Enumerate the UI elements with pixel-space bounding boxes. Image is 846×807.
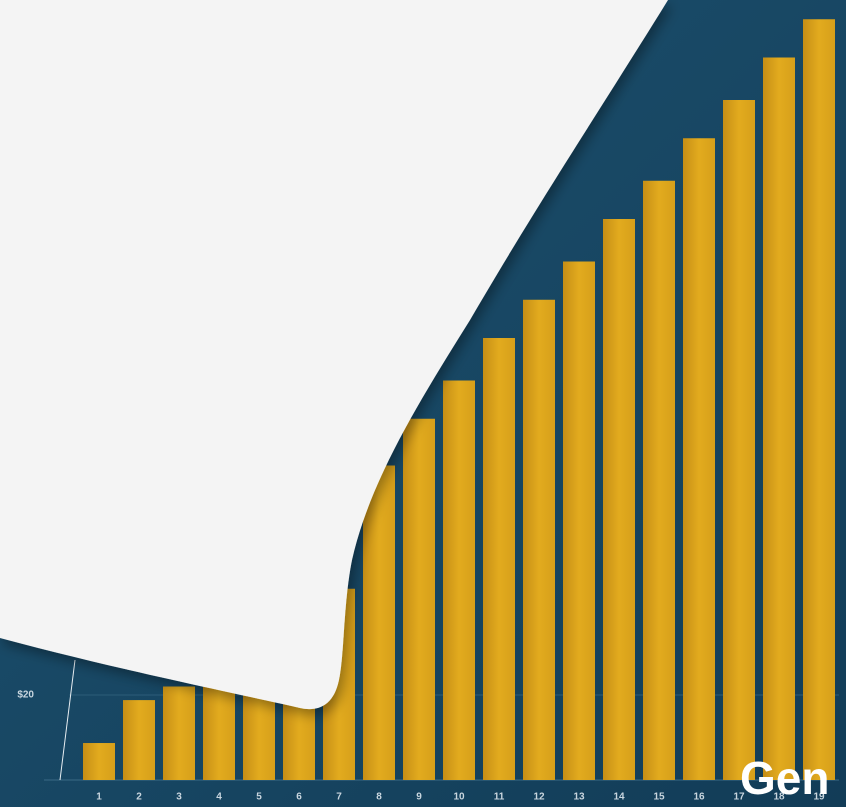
bar (123, 700, 155, 780)
x-tick-label: 17 (733, 792, 745, 803)
bar (483, 338, 515, 780)
x-tick-label: 4 (216, 792, 222, 803)
x-tick-label: 19 (813, 792, 825, 803)
bar (523, 299, 555, 780)
x-tick-label: 9 (416, 792, 422, 803)
x-tick-label: 10 (453, 792, 465, 803)
logo: Gen (740, 752, 829, 804)
page-curl (0, 0, 668, 710)
bar (83, 743, 115, 780)
bar (763, 57, 795, 780)
bar (403, 418, 435, 780)
x-tick-label: 7 (336, 792, 342, 803)
bar (643, 180, 675, 780)
bar (443, 380, 475, 780)
x-tick-label: 2 (136, 792, 142, 803)
x-tick-label: 6 (296, 792, 302, 803)
bar (683, 138, 715, 780)
bar (563, 261, 595, 780)
x-tick-label: 12 (533, 792, 545, 803)
bar (723, 100, 755, 780)
x-tick-label: 11 (494, 792, 505, 803)
x-tick-label: 15 (653, 792, 665, 803)
x-tick-label: 16 (693, 792, 705, 803)
bar (163, 686, 195, 780)
x-tick-label: 5 (256, 792, 262, 803)
bar (363, 465, 395, 780)
x-tick-label: 3 (176, 792, 182, 803)
x-tick-label: 13 (573, 792, 585, 803)
x-tick-label: 18 (773, 792, 785, 803)
bar (603, 219, 635, 780)
bar (803, 19, 835, 780)
x-tick-label: 8 (376, 792, 382, 803)
page-back-edge (59, 659, 76, 781)
y-tick-label: $20 (17, 690, 34, 701)
x-tick-label: 1 (96, 792, 102, 803)
x-tick-label: 14 (613, 792, 625, 803)
